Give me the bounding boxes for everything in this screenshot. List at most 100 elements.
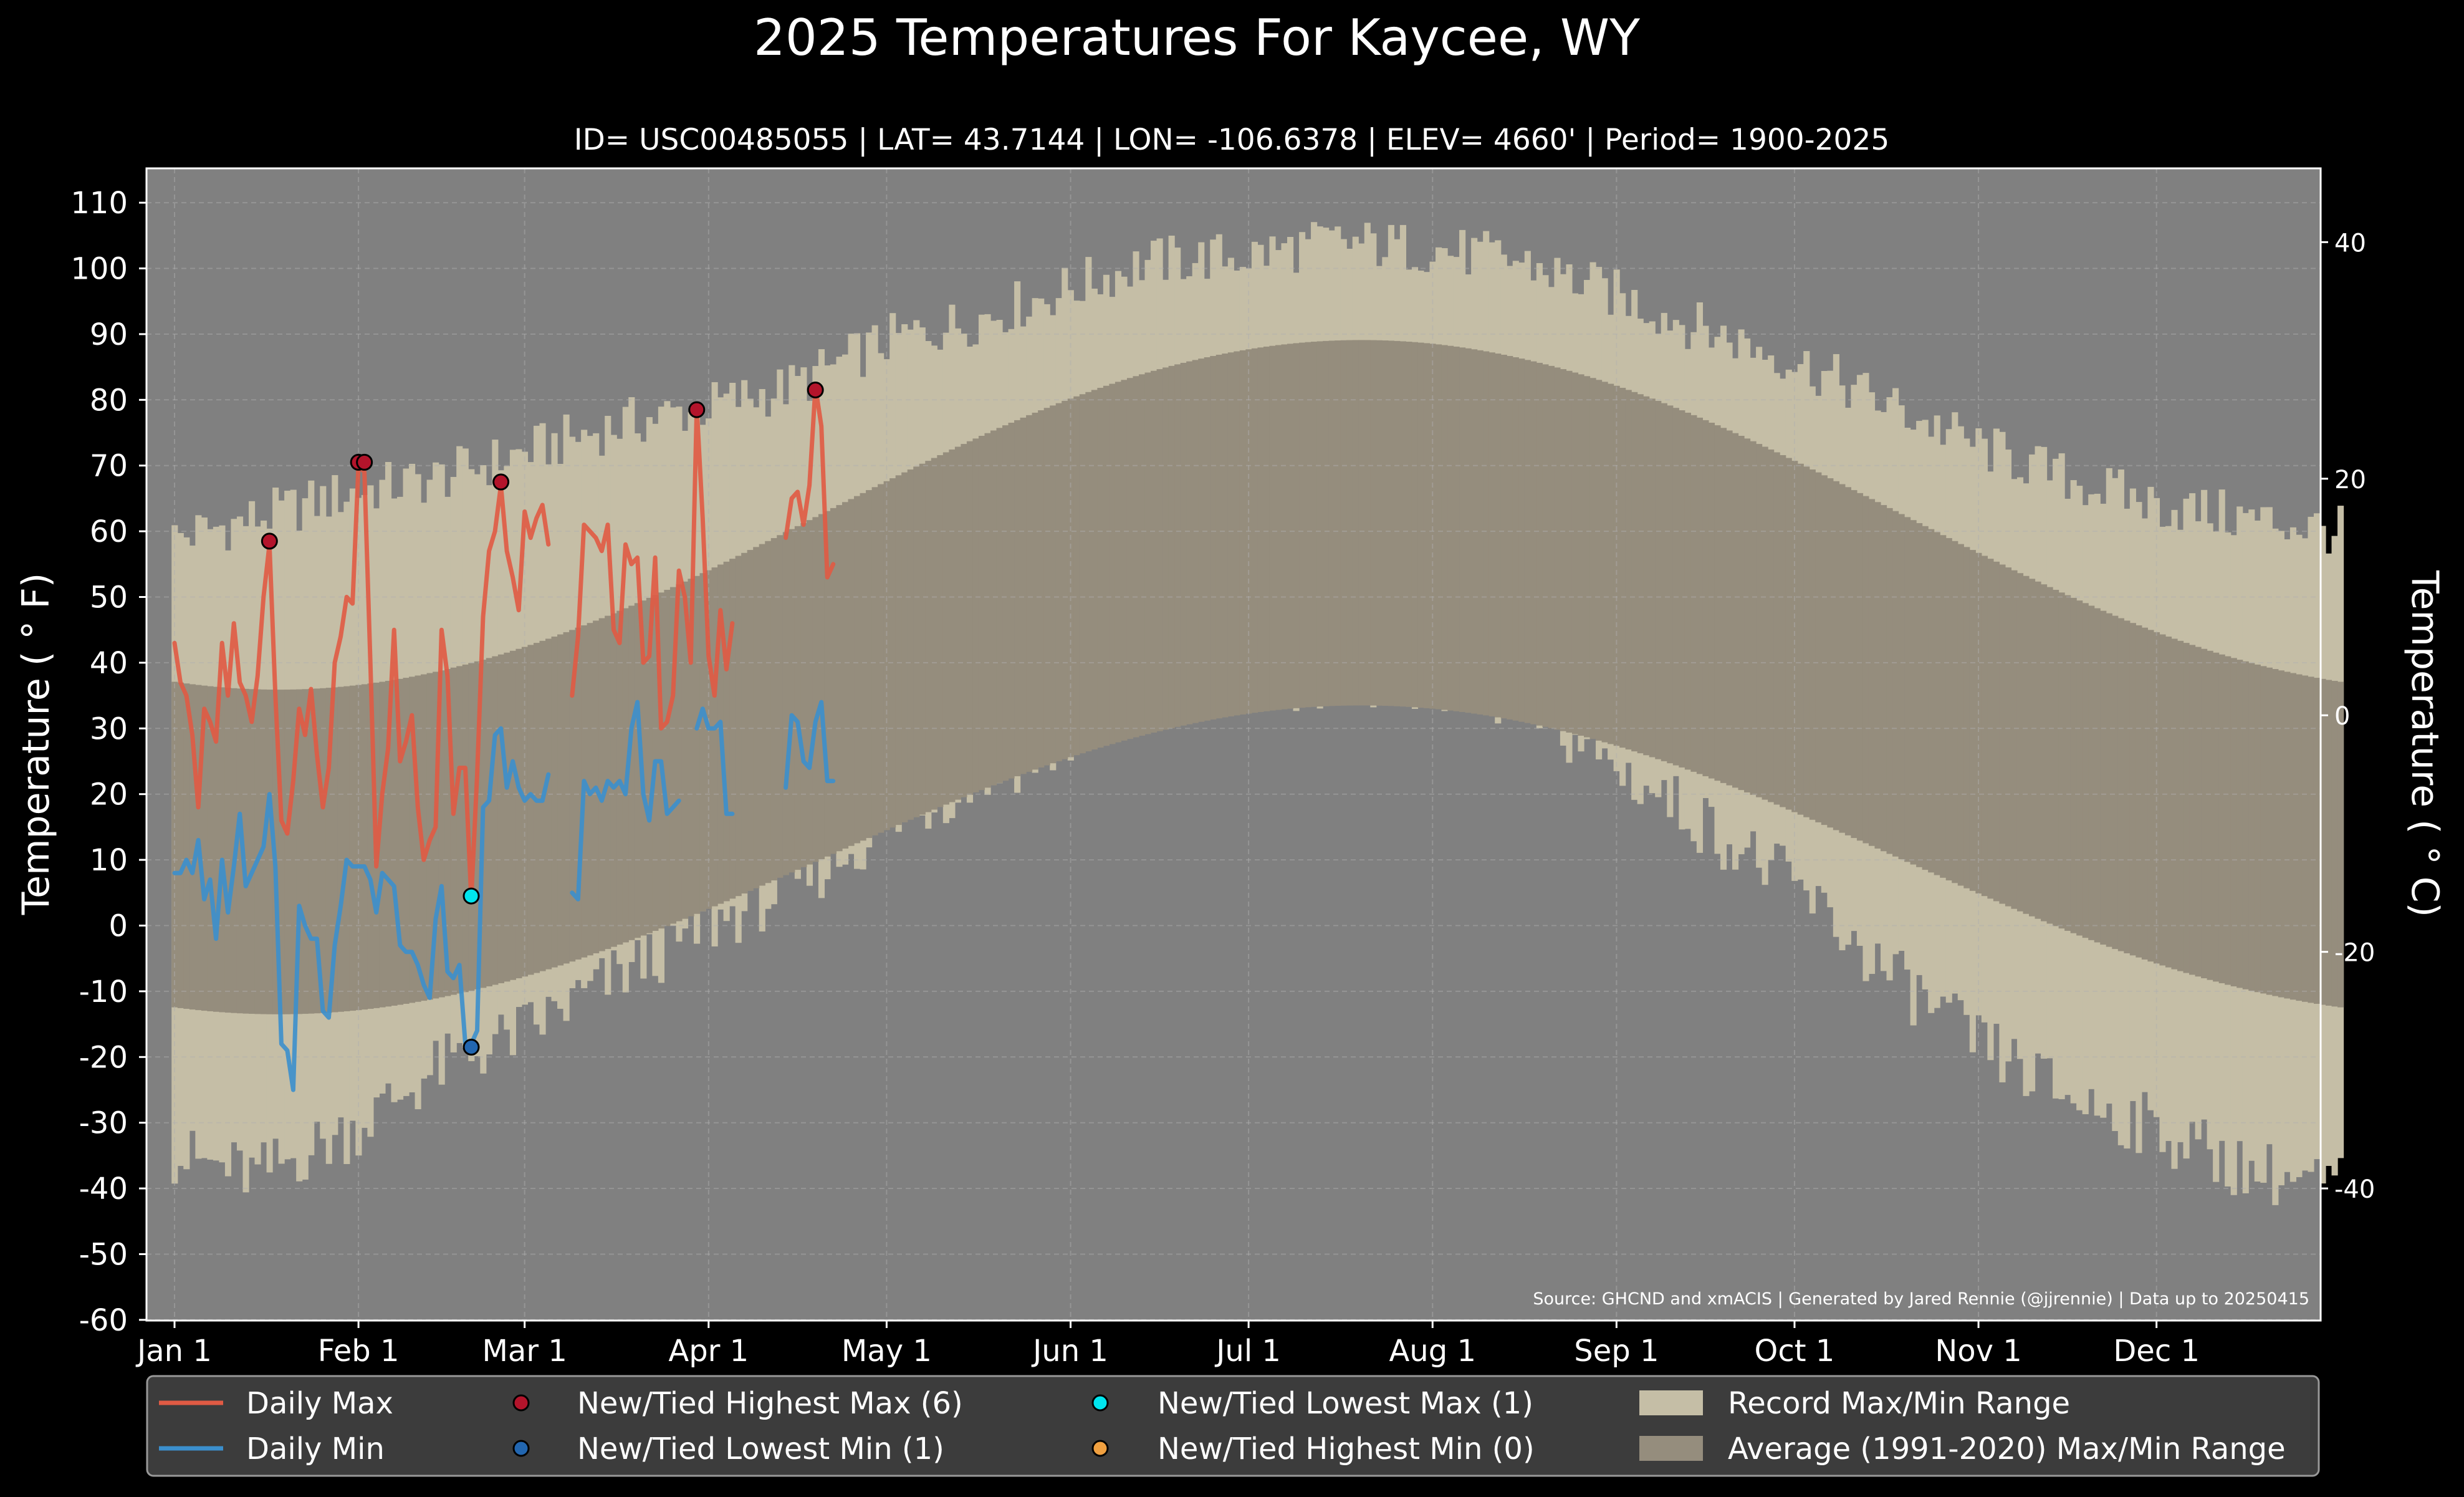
average-range-bar [860,493,866,841]
record-marker [356,453,373,471]
average-range-bar [842,502,849,849]
average-range-bar [349,685,356,1011]
average-range-bar [2165,636,2172,968]
average-range-bar [676,584,683,922]
average-range-bar [391,680,398,1006]
average-range-bar [1287,344,1294,709]
average-range-bar [397,678,404,1005]
average-range-bar [2278,670,2284,998]
average-range-bar [1352,340,1359,706]
average-range-bar [2011,570,2018,909]
average-range-bar [1346,340,1353,706]
x-tick-label: Jun 1 [1031,1334,1108,1369]
average-range-bar [254,689,261,1014]
average-range-bar [2207,650,2213,980]
average-range-bar [2248,663,2255,991]
average-range-bar [996,428,1003,783]
average-range-bar [2124,620,2131,953]
average-range-bar [450,667,457,995]
average-range-bar [1619,388,1626,748]
average-range-bar [171,681,178,1008]
series-line-segment [570,700,681,902]
average-range-bar [1910,520,1917,865]
average-range-bar [2284,671,2291,999]
series-line-segment [570,404,735,731]
average-range-bar [1613,385,1620,746]
average-range-bar [367,683,374,1009]
average-range-bar [610,613,617,947]
average-range-bar [521,647,529,977]
average-range-bar [421,674,428,1001]
average-range-bar [777,535,784,878]
average-range-bar [706,570,712,909]
average-range-bar [889,478,896,828]
average-range-bar [937,455,944,807]
y2-tick-label: 20 [2334,466,2366,494]
average-range-bar [509,650,516,980]
average-range-bar [343,686,350,1011]
average-range-bar [1922,526,1929,870]
average-range-bar [866,490,873,839]
average-range-bar [539,640,546,971]
average-range-bar [1436,344,1442,710]
x-tick-label: Jan 1 [135,1334,212,1369]
average-range-bar [1732,433,1739,788]
average-range-bar [403,678,410,1004]
marker-group [463,1038,480,1056]
average-range-bar [575,627,582,960]
average-range-bar [2159,634,2166,966]
average-range-bar [2117,618,2124,951]
average-range-bar [806,520,813,865]
average-range-bar [355,685,362,1011]
average-range-bar [1471,349,1478,714]
average-range-bar [1299,342,1306,708]
average-range-bar [1032,412,1038,770]
average-range-bar [1144,372,1151,734]
average-range-bar [1851,490,1858,839]
average-range-bar [2106,613,2112,947]
average-range-bar [492,656,499,985]
average-range-bar [1589,378,1596,739]
average-range-bar [2112,615,2119,950]
average-range-bar [320,688,327,1013]
average-range-bar [1780,455,1786,807]
average-range-bar [1672,408,1679,766]
average-range-bar [1661,403,1667,761]
average-range-bar [1459,347,1466,712]
average-range-bar [949,449,956,802]
average-range-bar [444,669,451,996]
average-range-bar [1227,352,1234,716]
average-range-bar [984,433,991,788]
y-tick-label: -20 [79,1040,128,1075]
y-tick-label: -30 [79,1106,128,1141]
average-range-bar [2023,575,2030,914]
average-range-bar [711,567,718,907]
average-range-bar [433,671,439,999]
average-range-bar [907,469,914,820]
average-range-bar [1945,538,1952,881]
average-range-bar [1335,340,1341,706]
plot-frame [145,167,2322,1322]
record-marker [463,887,480,905]
average-range-bar [1281,344,1288,710]
legend-range-swatch [1639,1436,1703,1461]
average-range-bar [1981,556,1988,897]
y2-tick-label: -20 [2334,939,2375,968]
average-range-bar [1441,345,1448,710]
average-range-bar [2230,658,2237,986]
average-range-bar [1358,340,1365,706]
average-range-bar [1453,346,1460,711]
average-range-bar [1797,463,1804,815]
average-range-bar [1269,345,1276,711]
average-range-bar [1815,472,1822,822]
average-range-bar [1488,352,1495,716]
average-range-bar [189,684,196,1010]
y-tick-label: 70 [90,449,128,484]
average-range-bar [1649,398,1656,758]
x-tick-label: Sep 1 [1574,1334,1659,1369]
average-range-bar [2326,680,2332,1006]
average-range-bar [296,689,303,1014]
average-range-bar [474,661,481,989]
average-range-bar [1679,410,1685,768]
legend-marker-swatch [1091,1440,1109,1457]
